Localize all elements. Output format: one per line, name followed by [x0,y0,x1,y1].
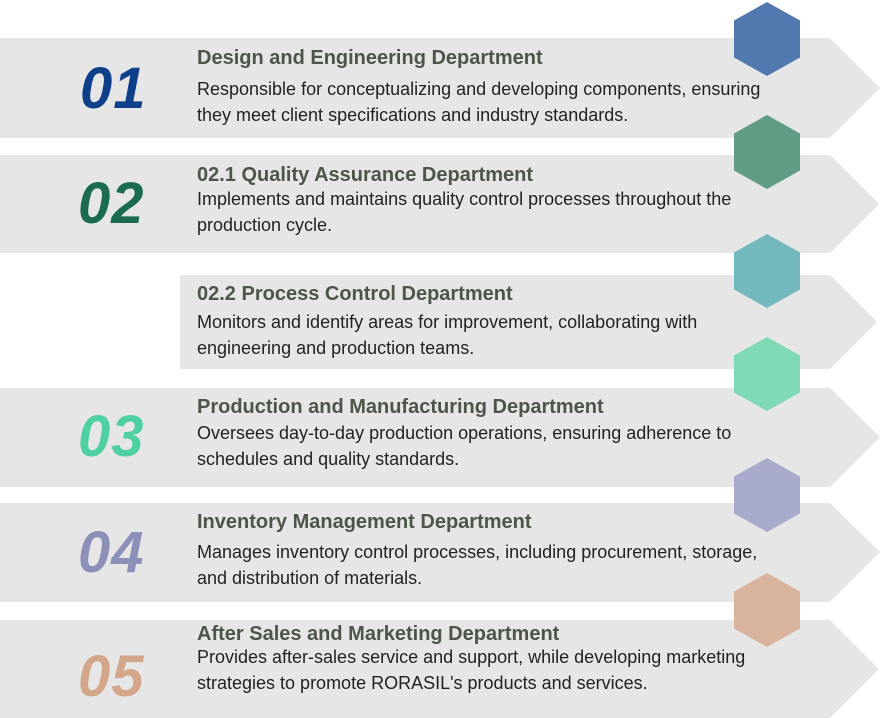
step-number: 05 [78,644,145,709]
step-number: 01 [80,56,147,121]
department-title: Design and Engineering Department [197,47,543,69]
department-title: After Sales and Marketing Department [197,623,560,645]
department-description: Implements and maintains quality control… [197,189,732,235]
department-description: Responsible for conceptualizing and deve… [197,79,761,125]
arrow-band [0,388,830,487]
arrow-tip [830,275,877,369]
arrow-band [0,38,830,138]
step-number: 04 [78,520,145,585]
step-number: 02 [78,171,145,236]
department-title: 02.2 Process Control Department [197,283,513,305]
arrow-band [0,620,830,718]
arrow-band [0,503,830,602]
department-description: Provides after-sales service and support… [197,647,746,693]
department-title: 02.1 Quality Assurance Department [197,164,534,186]
department-title: Production and Manufacturing Department [197,396,604,418]
arrow-tip [830,503,880,602]
step-number: 03 [78,404,145,469]
arrow-band [180,275,830,369]
arrow-tip [830,620,879,718]
department-description: Monitors and identify areas for improvem… [197,312,698,358]
arrow-tip [830,38,880,138]
department-description: Oversees day-to-day production operation… [197,423,732,469]
arrow-tip [830,388,880,487]
arrow-band [0,155,830,253]
department-description: Manages inventory control processes, inc… [197,542,758,588]
arrow-tip [830,155,879,253]
department-title: Inventory Management Department [197,511,532,533]
hexagon-decoration [734,337,800,411]
